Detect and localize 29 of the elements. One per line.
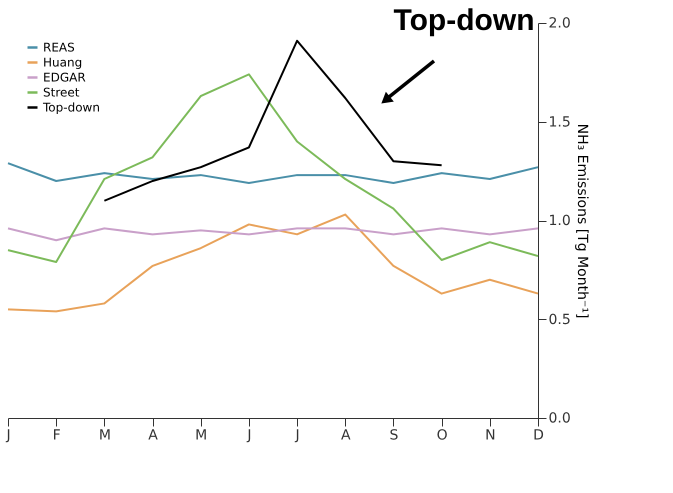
y-tick-label: 0.5: [548, 312, 571, 328]
x-tick-label: J: [294, 428, 300, 444]
x-tick-label: O: [436, 428, 448, 444]
x-tick-label: A: [340, 428, 351, 444]
y-tick-label: 0.0: [548, 410, 571, 426]
x-tick-label: A: [148, 428, 158, 444]
legend-label: Top-down: [42, 100, 100, 114]
annotation: Top-down: [393, 4, 535, 37]
line-series: [7, 227, 539, 242]
x-tick-label: J: [5, 428, 11, 444]
y-axis-title: NH₃ Emissions [Tg Month⁻¹]: [574, 124, 590, 318]
line-series: [7, 73, 539, 263]
line-series: [7, 214, 539, 312]
legend-label: EDGAR: [43, 70, 86, 84]
x-tick-label: J: [246, 428, 252, 444]
line-series: [7, 162, 539, 184]
legend-label: REAS: [43, 40, 75, 54]
x-tick-label: M: [98, 428, 111, 444]
y-tick-label: 1.0: [548, 213, 571, 229]
x-tick-label: F: [52, 428, 61, 444]
x-tick-label: N: [485, 428, 496, 444]
y-tick-label: 1.5: [548, 114, 571, 130]
x-tick-label: M: [195, 428, 208, 444]
x-tick-label: D: [533, 428, 544, 444]
y-tick-label: 2.0: [548, 16, 571, 32]
x-tick-label: S: [390, 428, 399, 444]
line-series: [103, 40, 443, 202]
legend-label: Street: [43, 86, 80, 100]
legend-label: Huang: [43, 56, 82, 70]
